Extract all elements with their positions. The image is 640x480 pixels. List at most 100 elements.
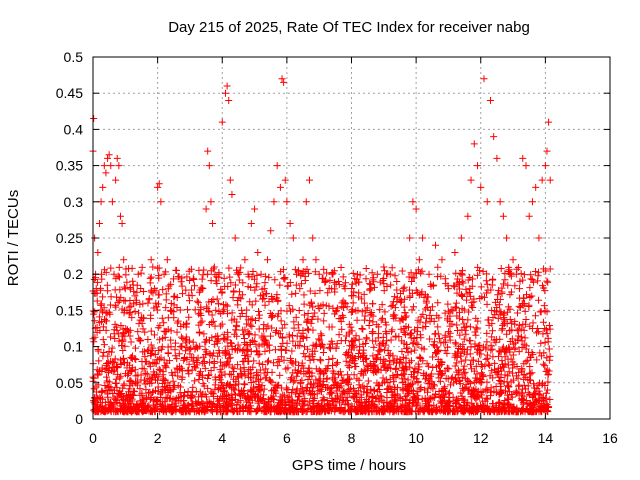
data-point (140, 365, 148, 373)
data-point (204, 371, 212, 379)
data-point (133, 378, 141, 386)
data-point (200, 330, 208, 338)
data-point (233, 323, 241, 331)
data-point (481, 362, 489, 370)
data-point (482, 394, 490, 402)
data-point (443, 349, 451, 357)
data-point (159, 371, 167, 379)
data-point (148, 373, 156, 381)
data-point (509, 364, 517, 372)
data-point (126, 399, 134, 407)
data-point (130, 392, 138, 400)
data-point (158, 406, 166, 414)
data-point (297, 385, 305, 393)
data-point (274, 401, 282, 409)
data-point (290, 318, 298, 326)
data-point (433, 403, 441, 411)
data-point (211, 373, 219, 381)
data-point (163, 256, 171, 264)
data-point (97, 270, 105, 278)
data-point (257, 270, 265, 278)
data-point (331, 288, 339, 296)
data-point (98, 389, 106, 397)
data-point (271, 276, 279, 284)
data-point (460, 306, 468, 314)
data-point (327, 389, 335, 397)
data-point (234, 408, 242, 416)
data-point (470, 367, 478, 375)
data-point (466, 337, 474, 345)
data-point (431, 342, 439, 350)
data-point (360, 290, 368, 298)
x-tick-label: 0 (89, 430, 97, 446)
data-point (483, 329, 491, 337)
data-point (357, 352, 365, 360)
data-point (546, 265, 554, 273)
data-point (115, 162, 123, 170)
data-point (492, 369, 500, 377)
data-point (208, 389, 216, 397)
data-point (489, 374, 497, 382)
data-point (542, 368, 550, 376)
data-point (355, 335, 363, 343)
data-point (149, 263, 157, 271)
data-point (214, 335, 222, 343)
data-point (300, 407, 308, 415)
data-point (522, 358, 530, 366)
data-point (367, 281, 375, 289)
data-point (362, 306, 370, 314)
data-point (435, 346, 443, 354)
data-point (102, 326, 110, 334)
data-point (301, 353, 309, 361)
data-point (534, 277, 542, 285)
x-tick-label: 8 (348, 430, 356, 446)
data-point (274, 407, 282, 415)
data-point (103, 407, 111, 415)
data-point (391, 311, 399, 319)
data-point (457, 234, 465, 242)
data-point (425, 376, 433, 384)
y-tick-label: 0.05 (56, 375, 83, 391)
data-point (362, 398, 370, 406)
data-point (289, 234, 297, 242)
data-point (223, 82, 231, 90)
data-point (109, 390, 117, 398)
data-point (429, 385, 437, 393)
data-point (435, 374, 443, 382)
data-point (345, 328, 353, 336)
data-point (147, 352, 155, 360)
data-point (202, 205, 210, 213)
data-point (407, 347, 415, 355)
data-point (536, 308, 544, 316)
data-point (228, 191, 236, 199)
data-point (227, 371, 235, 379)
data-point (232, 326, 240, 334)
data-point (153, 397, 161, 405)
data-point (416, 408, 424, 416)
data-point (273, 405, 281, 413)
data-point (144, 346, 152, 354)
data-point (140, 398, 148, 406)
data-point (155, 180, 163, 188)
data-point (185, 370, 193, 378)
data-point (120, 283, 128, 291)
data-point (146, 379, 154, 387)
data-point (221, 370, 229, 378)
data-point (330, 376, 338, 384)
data-point (417, 355, 425, 363)
data-point (305, 352, 313, 360)
data-point (469, 275, 477, 283)
data-point (504, 281, 512, 289)
data-point (146, 395, 154, 403)
data-point (185, 360, 193, 368)
data-point (408, 277, 416, 285)
data-point (400, 370, 408, 378)
x-tick-label: 6 (283, 430, 291, 446)
data-point (193, 361, 201, 369)
data-point (167, 336, 175, 344)
data-point (190, 282, 198, 290)
data-point (297, 378, 304, 386)
data-point (487, 388, 495, 396)
data-point (148, 408, 156, 416)
data-point (295, 361, 303, 369)
